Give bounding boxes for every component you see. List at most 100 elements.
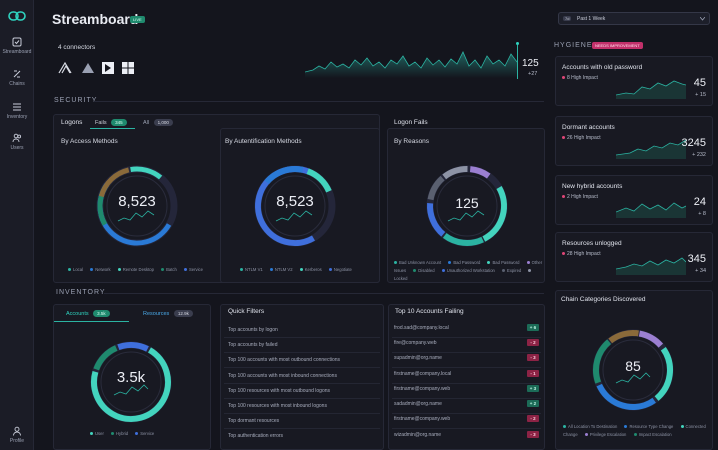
tab-resources[interactable]: Resources 12.9k xyxy=(143,310,193,317)
table-row[interactable]: wizadmin@org.name - 3 xyxy=(388,431,545,443)
ring-legend: Local Network Remote Desktop Batch Servi… xyxy=(68,267,209,272)
legend-swatch xyxy=(441,269,445,273)
tab-accounts[interactable]: Accounts 3.5k xyxy=(66,310,110,317)
impact-dot-icon xyxy=(562,195,565,199)
legend-swatch xyxy=(502,269,506,273)
legend-label: Bad Password xyxy=(453,260,481,265)
legend-item: Bad Password xyxy=(487,260,519,265)
connectors-sparkline xyxy=(305,51,517,78)
legend-label: Expired xyxy=(507,268,522,273)
impact-dot-icon xyxy=(562,252,565,256)
windows-icon xyxy=(122,62,134,74)
table-row[interactable]: firstname@company.local - 1 xyxy=(388,370,545,382)
legend-swatch xyxy=(240,268,243,272)
legend-item: Resource Type Change xyxy=(624,424,673,429)
logons-label: Logons xyxy=(61,119,83,126)
sidebar-item-users[interactable]: Users xyxy=(0,133,34,151)
delta-badge: - 1 xyxy=(527,370,539,377)
chain-categories-panel xyxy=(555,290,713,450)
legend-swatch xyxy=(269,268,273,272)
quick-filter-item[interactable]: Top 100 resources with most outbound log… xyxy=(228,388,331,394)
legend-item: All Location To Destination xyxy=(563,424,617,429)
logo-icon[interactable] xyxy=(8,9,26,23)
hygiene-card[interactable]: Resources unlogged 28 High Impact 345 + … xyxy=(555,232,713,282)
account-email: firstname@company.local xyxy=(394,371,452,377)
quick-filter-item[interactable]: Top authentication errors xyxy=(228,433,284,439)
sidebar-item-profile[interactable]: Profile xyxy=(0,426,34,444)
legend-item: Service xyxy=(183,267,203,272)
hygiene-card-delta: + 8 xyxy=(698,211,706,217)
sidebar-item-chains[interactable]: Chains xyxy=(0,69,34,87)
quick-filter-item[interactable]: Top accounts by logon xyxy=(228,327,278,333)
account-email: fire@company.web xyxy=(394,340,437,346)
connector-2-icon xyxy=(82,63,94,73)
tab-label: Fails xyxy=(95,120,107,126)
divider xyxy=(104,293,544,294)
quick-filter-item[interactable]: Top accounts by failed xyxy=(228,342,278,348)
table-row[interactable]: supadmin@org.name - 3 xyxy=(388,354,545,366)
hygiene-card-title: Dormant accounts xyxy=(562,124,615,131)
inventory-ring xyxy=(90,341,172,423)
legend-label: Other Issues xyxy=(394,260,543,273)
legend-label: Unauthorized Workstation xyxy=(446,268,495,273)
table-row[interactable]: sadadmin@org.name + 2 xyxy=(388,400,545,412)
quick-filter-item[interactable]: Top 100 resources with most inbound logo… xyxy=(228,403,327,409)
hygiene-card-title: New hybrid accounts xyxy=(562,183,623,190)
legend-label: NTLM V2 xyxy=(274,267,293,272)
legend-label: Network xyxy=(95,267,111,272)
tab-all[interactable]: All 1,000 xyxy=(143,119,173,126)
legend-label: Batch xyxy=(166,267,177,272)
page-title: Streamboard xyxy=(52,11,139,27)
account-email: frod.sad@company.local xyxy=(394,325,449,331)
tab-fails[interactable]: Fails 345 xyxy=(95,119,127,126)
divider xyxy=(224,398,380,399)
quick-filter-item[interactable]: Top 100 accounts with most outbound conn… xyxy=(228,357,341,363)
divider xyxy=(392,383,541,384)
legend-label: Connected Change xyxy=(563,424,706,437)
legend-swatch xyxy=(624,425,628,429)
sidebar-item-streamboard[interactable]: Streamboard xyxy=(0,37,34,55)
logon-fails-panel xyxy=(387,128,545,283)
hygiene-card[interactable]: Dormant accounts 26 High Impact 3245 + 2… xyxy=(555,116,713,166)
table-row[interactable]: frod.sad@company.local + 6 xyxy=(388,324,545,336)
table-row[interactable]: fire@company.web - 2 xyxy=(388,339,545,351)
tab-label: Accounts xyxy=(66,311,89,317)
table-row[interactable]: firstname@company.web - 2 xyxy=(388,415,545,427)
ring-value: 85 xyxy=(625,358,641,374)
quick-filter-item[interactable]: Top dormant resources xyxy=(228,418,280,424)
legend-item: Local xyxy=(68,267,83,272)
legend-swatch xyxy=(68,268,71,272)
chain-categories-ring xyxy=(592,329,674,411)
quick-filter-item[interactable]: Top 100 accounts with most inbound conne… xyxy=(228,373,337,379)
period-select[interactable]: 7d Past 1 Week xyxy=(558,12,710,25)
reasons-ring xyxy=(426,165,508,247)
auth-methods-panel xyxy=(220,128,380,283)
legend-swatch xyxy=(563,425,566,429)
divider xyxy=(392,413,541,414)
section-security: SECURITY xyxy=(54,97,98,104)
legend-swatch xyxy=(111,432,115,436)
legend-item: Other Issues xyxy=(394,260,542,273)
connector-1-icon xyxy=(58,62,72,74)
inventory-legend: User Hybrid Service xyxy=(90,431,160,436)
hygiene-sparkline xyxy=(616,139,686,159)
divider xyxy=(392,337,541,338)
account-email: firstname@company.web xyxy=(394,386,451,392)
impact-dot-icon xyxy=(562,76,565,80)
legend-swatch xyxy=(117,268,121,272)
dashboard-icon xyxy=(12,37,22,47)
table-row[interactable]: firstname@company.web + 3 xyxy=(388,385,545,397)
ring-value: 125 xyxy=(455,195,479,211)
account-email: sadadmin@org.name xyxy=(394,401,442,407)
hygiene-status-badge: NEEDS IMPROVEMENT xyxy=(592,42,643,49)
legend-item: NTLM V1 xyxy=(240,267,263,272)
period-label: Past 1 Week xyxy=(577,16,606,22)
hygiene-card[interactable]: Accounts with old password 8 High Impact… xyxy=(555,56,713,106)
connectors-delta: +27 xyxy=(528,71,538,77)
sidebar-item-inventory[interactable]: Inventory xyxy=(0,102,34,120)
delta-badge: + 6 xyxy=(527,324,539,331)
hygiene-card[interactable]: New hybrid accounts 2 High Impact 24 + 8 xyxy=(555,175,713,225)
legend-label: Service xyxy=(140,431,155,436)
legend-swatch xyxy=(584,433,588,437)
legend-label: Bad Password xyxy=(492,260,520,265)
